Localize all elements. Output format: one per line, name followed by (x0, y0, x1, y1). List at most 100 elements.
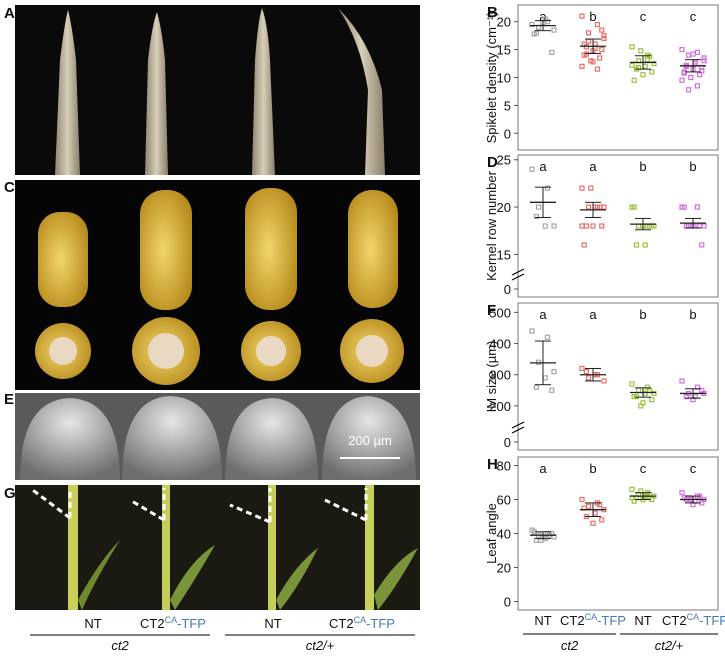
data-point (579, 223, 585, 229)
data-point (601, 35, 607, 42)
category-label: CT2CA-TFP (140, 615, 206, 631)
plot-frame (517, 154, 719, 298)
data-point (635, 387, 642, 393)
label-part: CA (165, 615, 178, 625)
data-point (581, 41, 587, 47)
data-point (631, 204, 637, 210)
data-point (583, 51, 590, 57)
data-point (585, 30, 592, 36)
panel-letter: C (4, 179, 15, 196)
significance-letter: a (539, 461, 547, 476)
data-point (535, 204, 542, 210)
y-tick-label: 0 (504, 595, 511, 610)
data-point (629, 62, 635, 68)
significance-letter: a (589, 159, 597, 174)
significance-letter: c (690, 9, 697, 24)
data-point (551, 369, 557, 375)
label-part: CT2 (560, 613, 585, 628)
scale-bar-label: 200 µm (348, 433, 392, 448)
data-point (549, 49, 555, 56)
data-point (629, 486, 635, 492)
data-point (701, 55, 707, 61)
photo-c (15, 180, 420, 390)
y-tick-label: 15 (497, 247, 511, 262)
genotype-label: ct2 (111, 638, 129, 653)
data-point (594, 21, 601, 28)
label-part: CT2 (662, 613, 687, 628)
significance-letter: a (539, 307, 547, 322)
label-part: -TFP (366, 616, 395, 631)
y-tick-label: 0 (504, 126, 511, 141)
data-point (651, 390, 657, 397)
label-part: CA (354, 615, 367, 625)
data-point (579, 185, 585, 191)
genotype-label: ct2 (561, 638, 579, 653)
panel-letter: A (4, 5, 15, 22)
data-point (679, 378, 685, 384)
label-part: -TFP (699, 613, 725, 628)
data-point (701, 58, 707, 64)
data-point (599, 517, 605, 523)
data-point (681, 70, 687, 76)
label-part: CA (687, 612, 700, 622)
data-point (529, 21, 535, 28)
y-tick-label: 0 (504, 435, 511, 450)
data-point (542, 223, 548, 229)
data-point (685, 87, 692, 93)
data-point (599, 47, 605, 53)
genotype-label: ct2/+ (655, 638, 684, 653)
panel-letter: G (4, 485, 16, 502)
y-axis-label: IM size (µm) (484, 341, 499, 413)
panel-letter: F (487, 302, 496, 319)
data-point (681, 204, 687, 210)
category-label: CT2CA-TFP (662, 612, 725, 628)
y-tick-label: 20 (497, 200, 511, 215)
axis-break (511, 421, 525, 434)
photo-a (15, 5, 420, 175)
data-point (590, 59, 596, 65)
y-axis-label: Kernel row number (484, 170, 499, 280)
y-tick-label: 400 (489, 337, 511, 352)
y-tick-label: 20 (497, 561, 511, 576)
data-point (585, 204, 592, 210)
genotype-label: ct2/+ (306, 638, 335, 653)
significance-letter: c (640, 9, 647, 24)
label-part: CA (585, 612, 598, 622)
y-tick-label: 80 (497, 459, 511, 474)
data-point (642, 63, 648, 69)
data-point (585, 375, 592, 381)
data-point (629, 381, 635, 387)
data-point (631, 393, 637, 400)
significance-letter: c (640, 461, 647, 476)
data-point (594, 66, 601, 72)
significance-letter: b (589, 9, 596, 24)
label-part: CT2 (329, 616, 354, 631)
data-point (551, 223, 557, 229)
data-point (694, 204, 701, 210)
y-tick-label: 0 (504, 282, 511, 297)
data-point (579, 365, 585, 372)
data-point (688, 74, 694, 81)
data-point (694, 83, 701, 89)
data-point (638, 48, 644, 54)
significance-letter: b (639, 307, 646, 322)
data-point (596, 55, 603, 61)
data-point (529, 328, 535, 334)
data-point (651, 60, 657, 67)
category-label: CT2CA-TFP (560, 612, 626, 628)
significance-letter: b (639, 159, 646, 174)
significance-letter: b (689, 159, 696, 174)
data-point (590, 223, 596, 229)
data-point (631, 77, 637, 83)
data-point (699, 68, 705, 74)
data-point (679, 47, 685, 53)
plot-frame (517, 4, 719, 151)
data-point (585, 503, 592, 509)
data-point (649, 69, 655, 75)
data-point (583, 223, 590, 229)
data-point (533, 384, 540, 390)
category-label: NT (634, 613, 651, 628)
data-point (551, 27, 557, 33)
y-tick-label: 10 (497, 71, 511, 86)
significance-letter: a (539, 159, 547, 174)
